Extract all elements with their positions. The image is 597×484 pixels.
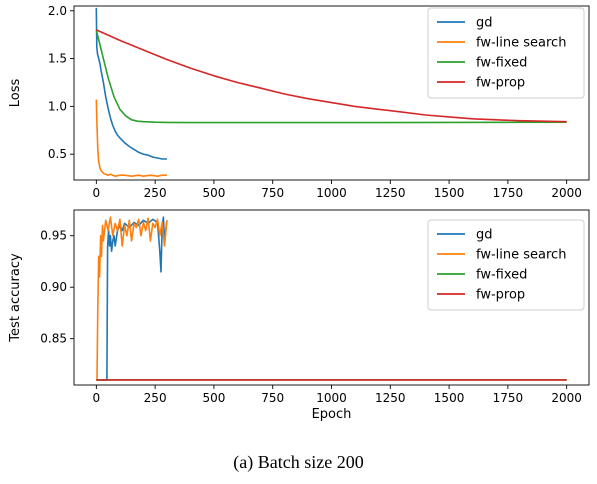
legend-box (427, 219, 585, 311)
x-tick-label: 2000 (551, 391, 582, 405)
series-line-fw-prop (95, 29, 567, 123)
legend-label: fw-fixed (476, 268, 527, 283)
series-line-gd (95, 7, 167, 160)
y-axis-label: Loss (8, 79, 23, 108)
legend-label: fw-prop (476, 288, 525, 303)
x-axis-label: Epoch (312, 407, 352, 422)
x-tick-label: 750 (261, 186, 284, 200)
legend-label: fw-line search (476, 36, 566, 51)
x-tick-label: 1000 (316, 391, 347, 405)
y-tick-label: 1.0 (48, 99, 67, 113)
legend-box (427, 7, 585, 99)
legend-label: fw-prop (476, 76, 525, 91)
x-tick-label: 1750 (493, 186, 524, 200)
y-axis-label: Test accuracy (8, 253, 23, 343)
x-tick-label: 1500 (434, 186, 465, 200)
y-tick-label: 1.5 (48, 52, 67, 66)
figure: 0 250 500 750 1000 1250 1500 1750 2000 0.5 1.0 1.5 2… (8, 4, 590, 422)
chart-panel-1: 0 250 500 750 1000 1250 1500 1750 2000 0.5 1.0 1.5 2… (8, 4, 590, 200)
x-tick-label: 1000 (316, 186, 347, 200)
y-tick-label: 0.90 (40, 280, 67, 294)
y-tick-label: 2.0 (48, 4, 67, 18)
x-tick-label: 1250 (375, 186, 406, 200)
x-tick-label: 1750 (493, 391, 524, 405)
chart-panel-2: 0 250 500 750 1000 1250 1500 1750 2000 0.85 0.90 0.… (8, 209, 590, 422)
x-tick-label: 750 (261, 391, 284, 405)
x-tick-label: 1500 (434, 391, 465, 405)
legend-label: fw-line search (476, 248, 566, 263)
x-tick-label: 500 (202, 186, 225, 200)
x-tick-label: 0 (93, 186, 101, 200)
series-line-gd (96, 216, 168, 381)
legend-label: fw-fixed (476, 56, 527, 71)
x-tick-label: 250 (144, 391, 167, 405)
x-tick-label: 500 (202, 391, 225, 405)
x-tick-label: 2000 (551, 186, 582, 200)
series-line-fw-fixed (95, 29, 567, 124)
x-tick-label: 1250 (375, 391, 406, 405)
legend-label: gd (476, 16, 493, 31)
legend-label: gd (476, 228, 493, 243)
series-line-fw-line-search (96, 216, 168, 381)
y-tick-label: 0.95 (40, 229, 67, 243)
y-tick-label: 0.5 (48, 147, 67, 161)
figure-caption: (a) Batch size 200 (233, 452, 364, 472)
series-line-fw-line-search (95, 99, 167, 177)
x-tick-label: 250 (144, 186, 167, 200)
x-tick-label: 0 (93, 391, 101, 405)
y-tick-label: 0.85 (40, 332, 67, 346)
